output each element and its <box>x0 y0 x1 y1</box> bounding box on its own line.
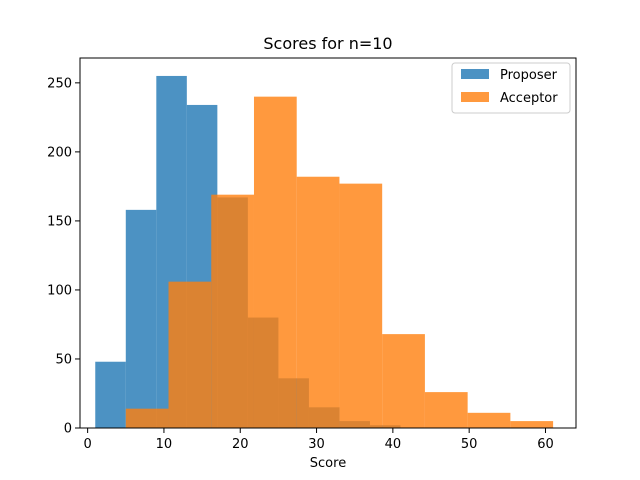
bar-acceptor-6 <box>382 334 425 428</box>
x-tick-label-20: 20 <box>232 437 249 452</box>
chart-title: Scores for n=10 <box>263 34 392 53</box>
x-tick-label-50: 50 <box>461 437 478 452</box>
bar-acceptor-3 <box>253 96 297 429</box>
x-tick-label-30: 30 <box>308 437 325 452</box>
x-axis: 0 10 20 30 40 50 60 <box>83 428 554 452</box>
x-tick-label-40: 40 <box>385 437 402 452</box>
legend-label-proposer: Proposer <box>500 68 558 83</box>
legend-label-acceptor: Acceptor <box>500 91 558 106</box>
bar-proposer-0 <box>95 361 126 428</box>
y-tick-label-50: 50 <box>55 352 72 367</box>
bar-acceptor-5 <box>339 183 383 428</box>
bar-acceptor-0 <box>125 408 169 428</box>
bar-proposer-1 <box>125 209 157 428</box>
y-tick-label-0: 0 <box>64 422 72 437</box>
x-tick-label-60: 60 <box>537 437 554 452</box>
plot-frame <box>79 57 577 429</box>
legend-swatch-proposer <box>461 69 489 79</box>
x-tick-label-10: 10 <box>156 437 173 452</box>
x-tick-label-0: 0 <box>83 437 91 452</box>
y-tick-label-100: 100 <box>47 283 72 298</box>
legend: Proposer Acceptor <box>451 62 571 114</box>
legend-swatch-acceptor <box>461 92 489 102</box>
series-acceptor <box>125 96 554 429</box>
y-axis: 0 50 100 150 200 250 <box>47 76 80 437</box>
bar-acceptor-8 <box>467 412 511 428</box>
y-tick-label-250: 250 <box>47 76 72 91</box>
bar-acceptor-7 <box>424 392 468 428</box>
bar-acceptor-4 <box>296 176 340 428</box>
bar-acceptor-1 <box>168 281 212 428</box>
y-tick-label-200: 200 <box>47 145 72 160</box>
bar-acceptor-9 <box>510 421 554 428</box>
x-axis-label: Score <box>310 456 346 471</box>
y-tick-label-150: 150 <box>47 214 72 229</box>
bars-layer <box>95 75 554 429</box>
bar-acceptor-2 <box>211 194 254 428</box>
